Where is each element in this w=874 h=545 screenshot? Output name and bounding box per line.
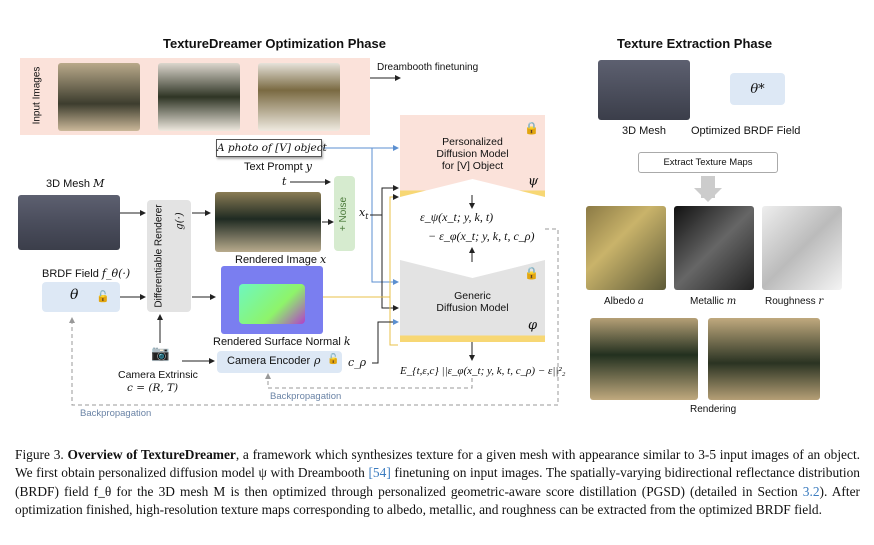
albedo-label: Albedo <box>604 296 636 307</box>
section-link[interactable]: 3.2 <box>802 483 820 499</box>
personalized-model-line-1: Personalized <box>442 136 503 148</box>
input-image-1 <box>58 63 140 131</box>
rendered-image-symbol: x <box>320 253 327 266</box>
camera-encoder-label: Camera Encoder <box>227 355 311 367</box>
eq-diff-line-1: ε_ψ(x_t; y, k, t) <box>420 210 494 224</box>
optimized-brdf-label: Optimized BRDF Field <box>691 125 801 137</box>
normal-label: Rendered Surface Normal <box>213 336 341 348</box>
optimization-phase-title: TextureDreamer Optimization Phase <box>163 36 386 51</box>
caption-text-1: , a framework which synthesizes texture … <box>15 447 861 481</box>
mesh-symbol: M <box>93 177 105 190</box>
input-image-2 <box>158 63 240 131</box>
personalized-model-label: Personalized Diffusion Model for [V] Objec… <box>400 136 545 172</box>
text-prompt-box: A photo of [V] object <box>216 139 327 157</box>
renderer-label-wrap: Differentiable Renderer <box>147 200 173 312</box>
camera-icon: 📷 <box>151 345 170 362</box>
noise-box: + Noise <box>334 176 355 251</box>
extract-texture-maps-box: Extract Texture Maps <box>638 152 778 173</box>
backprop-label-1: Backpropagation <box>270 391 342 402</box>
xt-symbol: xt <box>359 206 369 222</box>
theta-symbol: θ <box>70 287 79 303</box>
rho-symbol: ρ <box>314 354 321 367</box>
right-mesh-label: 3D Mesh <box>622 125 667 137</box>
caption-bold: Overview of TextureDreamer <box>67 447 236 462</box>
camera-symbol: c = (R, T) <box>127 382 179 394</box>
roughness-map <box>762 206 842 290</box>
renderer-symbol-wrap: g(·) <box>173 204 189 238</box>
rendered-image <box>215 192 321 252</box>
caption-prefix: Figure 3. <box>15 447 64 462</box>
c-rho-symbol: c_ρ <box>348 356 367 369</box>
phi-symbol: φ <box>528 318 538 333</box>
rendering-image-1 <box>590 318 698 400</box>
mesh-image <box>18 195 120 250</box>
t-symbol: t <box>282 175 287 188</box>
renderer-label: Differentiable Renderer <box>154 204 165 308</box>
caption-text-2: finetuning on input images. The spatiall… <box>15 465 861 499</box>
metallic-symbol: m <box>726 296 737 307</box>
unlock-icon: 🔓 <box>327 354 340 365</box>
backprop-label-2: Backpropagation <box>80 408 152 419</box>
differentiable-renderer-box: Differentiable Renderer g(·) <box>147 200 191 312</box>
mesh-label: 3D Mesh <box>46 178 91 190</box>
rendering-image-2 <box>708 318 820 400</box>
normal-symbol: k <box>343 335 351 348</box>
citation-link[interactable]: [54] <box>368 465 391 481</box>
optimized-brdf-box: θ* <box>730 73 785 105</box>
theta-star-symbol: θ* <box>750 82 765 97</box>
psi-symbol: ψ <box>528 174 539 189</box>
dreambooth-label: Dreambooth finetuning <box>377 62 479 73</box>
camera-encoder-box: Camera Encoder ρ 🔓 <box>217 351 342 373</box>
input-images-label: Input Images <box>31 66 43 125</box>
extraction-phase-title: Texture Extraction Phase <box>617 36 773 51</box>
renderer-symbol: g(·) <box>175 212 187 230</box>
metallic-map <box>674 206 754 290</box>
rendering-label: Rendering <box>690 404 737 415</box>
brdf-field-box: θ 🔓 <box>42 282 120 312</box>
unlock-icon: 🔓 <box>96 291 110 303</box>
noise-label: + Noise <box>338 196 350 231</box>
rendered-image-label: Rendered Image <box>235 254 317 266</box>
generic-model-line-1: Generic <box>454 290 491 302</box>
lock-icon: 🔒 <box>524 121 539 135</box>
figure-caption: Figure 3. Overview of TextureDreamer, a … <box>15 446 860 519</box>
surface-normal-image <box>221 266 323 334</box>
albedo-map <box>586 206 666 290</box>
albedo-symbol: a <box>637 296 644 307</box>
brdf-symbol: f_θ(·) <box>101 267 131 280</box>
camera-label: Camera Extrinsic <box>118 369 198 381</box>
brdf-label: BRDF Field <box>42 268 99 280</box>
personalized-model-line-2: Diffusion Model <box>436 148 509 160</box>
personalized-model-line-3: for [V] Object <box>441 160 504 172</box>
input-image-3 <box>258 63 340 131</box>
text-prompt-symbol: y <box>305 160 312 173</box>
right-mesh-image <box>598 60 690 120</box>
lock-icon: 🔒 <box>524 266 539 280</box>
metallic-label: Metallic <box>690 296 724 307</box>
generic-model-label: Generic Diffusion Model <box>400 290 545 314</box>
eq-diff-line-2: − ε_φ(x_t; y, k, t, c_ρ) <box>428 229 535 243</box>
caption-text-3: ). After optimization finished, high-res… <box>15 483 860 517</box>
roughness-label: Roughness <box>765 296 816 307</box>
generic-model-line-2: Diffusion Model <box>436 302 509 314</box>
text-prompt-label: Text Prompt <box>244 161 303 173</box>
roughness-symbol: r <box>818 296 824 307</box>
eq-loss: E_{t,ε,c} ||ε_φ(x_t; y, k, t, c_ρ) − ε||… <box>400 365 566 377</box>
